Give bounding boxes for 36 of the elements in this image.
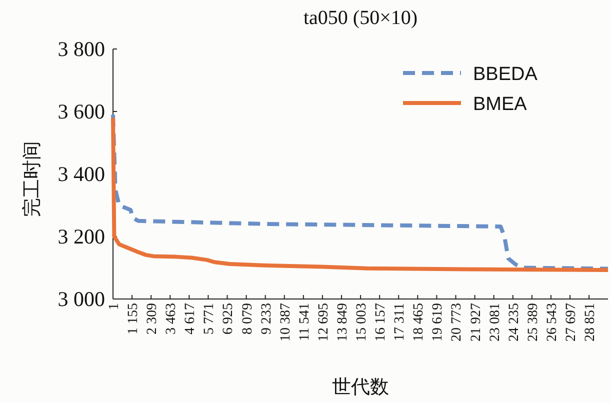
x-tick-label: 24 235	[506, 303, 522, 342]
y-axis-title: 完工时间	[21, 141, 43, 217]
x-tick-label: 12 695	[316, 303, 332, 342]
x-tick-label: 6 925	[221, 303, 236, 334]
x-tick-label: 16 157	[374, 303, 389, 342]
x-tick-label: 27 697	[564, 303, 579, 342]
chart-title: ta050 (50×10)	[303, 7, 418, 29]
y-tick-label: 3 800	[58, 37, 105, 61]
x-tick-label: 21 927	[468, 303, 484, 342]
legend-label: BBEDA	[473, 64, 538, 85]
x-tick-label: 25 389	[526, 303, 541, 342]
y-tick-label: 3 000	[58, 287, 105, 311]
legend-label: BMEA	[473, 94, 528, 115]
x-tick-label: 2 309	[145, 303, 160, 334]
x-tick-label: 4 617	[183, 303, 198, 334]
x-tick-label: 20 773	[450, 303, 465, 342]
y-tick-label: 3 200	[58, 224, 105, 248]
x-tick-label: 1	[107, 303, 122, 310]
x-tick-label: 15 003	[354, 303, 370, 342]
y-tick-label: 3 400	[58, 162, 105, 186]
x-tick-label: 1 155	[126, 303, 142, 334]
x-tick-label: 5 771	[202, 303, 218, 334]
x-tick-label: 19 619	[430, 303, 446, 342]
x-tick-label: 3 463	[164, 303, 180, 334]
x-axis-title: 世代数	[332, 377, 389, 398]
x-tick-label: 23 081	[488, 303, 503, 342]
y-tick-label: 3 600	[58, 100, 105, 124]
x-tick-label: 8 079	[240, 303, 256, 334]
x-tick-label: 26 543	[544, 303, 560, 342]
x-tick-label: 17 311	[392, 303, 408, 341]
x-tick-label: 9 233	[259, 303, 274, 334]
x-tick-label: 28 851	[583, 303, 598, 342]
x-tick-label: 11 541	[297, 303, 312, 341]
x-tick-label: 13 849	[336, 303, 350, 342]
x-tick-label: 18 465	[412, 303, 427, 342]
x-tick-label: 10 387	[278, 303, 294, 342]
